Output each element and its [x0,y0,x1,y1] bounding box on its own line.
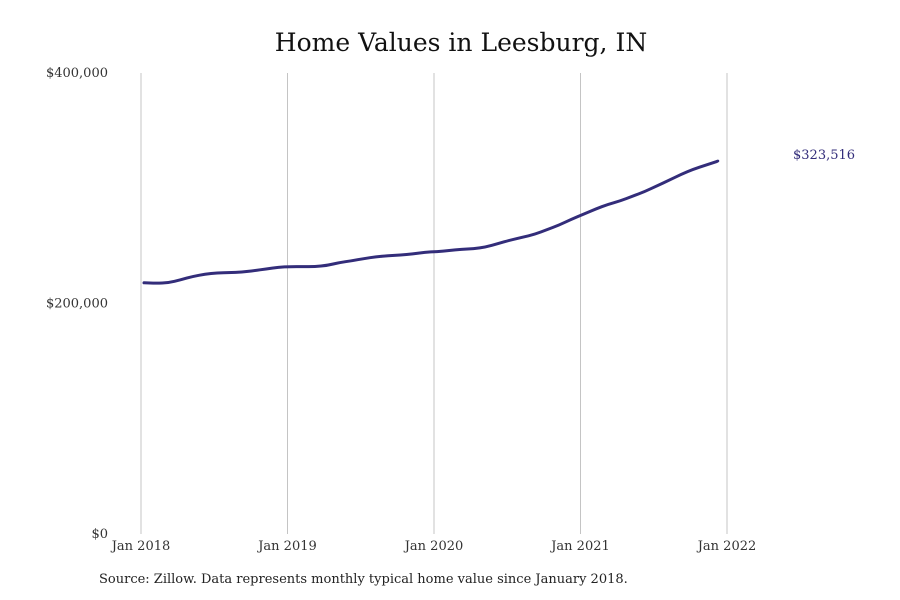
series-group [142,159,720,285]
source-note: Source: Zillow. Data represents monthly … [99,572,628,587]
y-tick-label: $200,000 [46,297,108,312]
series-line [142,159,720,285]
x-axis: Jan 2018 Jan 2019 Jan 2020 Jan 2021 Jan 2022 [110,539,757,554]
x-tick-label: Jan 2018 [110,539,171,554]
chart-title: Home Values in Leesburg, IN [275,28,647,57]
y-axis: $0 $200,000 $400,000 [46,66,108,542]
x-tick-label: Jan 2019 [256,539,317,554]
end-value-label: $323,516 [793,148,855,163]
x-tick-label: Jan 2022 [696,539,757,554]
y-tick-label: $400,000 [46,66,108,81]
y-tick-label: $0 [91,527,108,542]
x-tick-label: Jan 2021 [549,539,610,554]
x-tick-label: Jan 2020 [403,539,464,554]
grid-lines [140,73,728,534]
